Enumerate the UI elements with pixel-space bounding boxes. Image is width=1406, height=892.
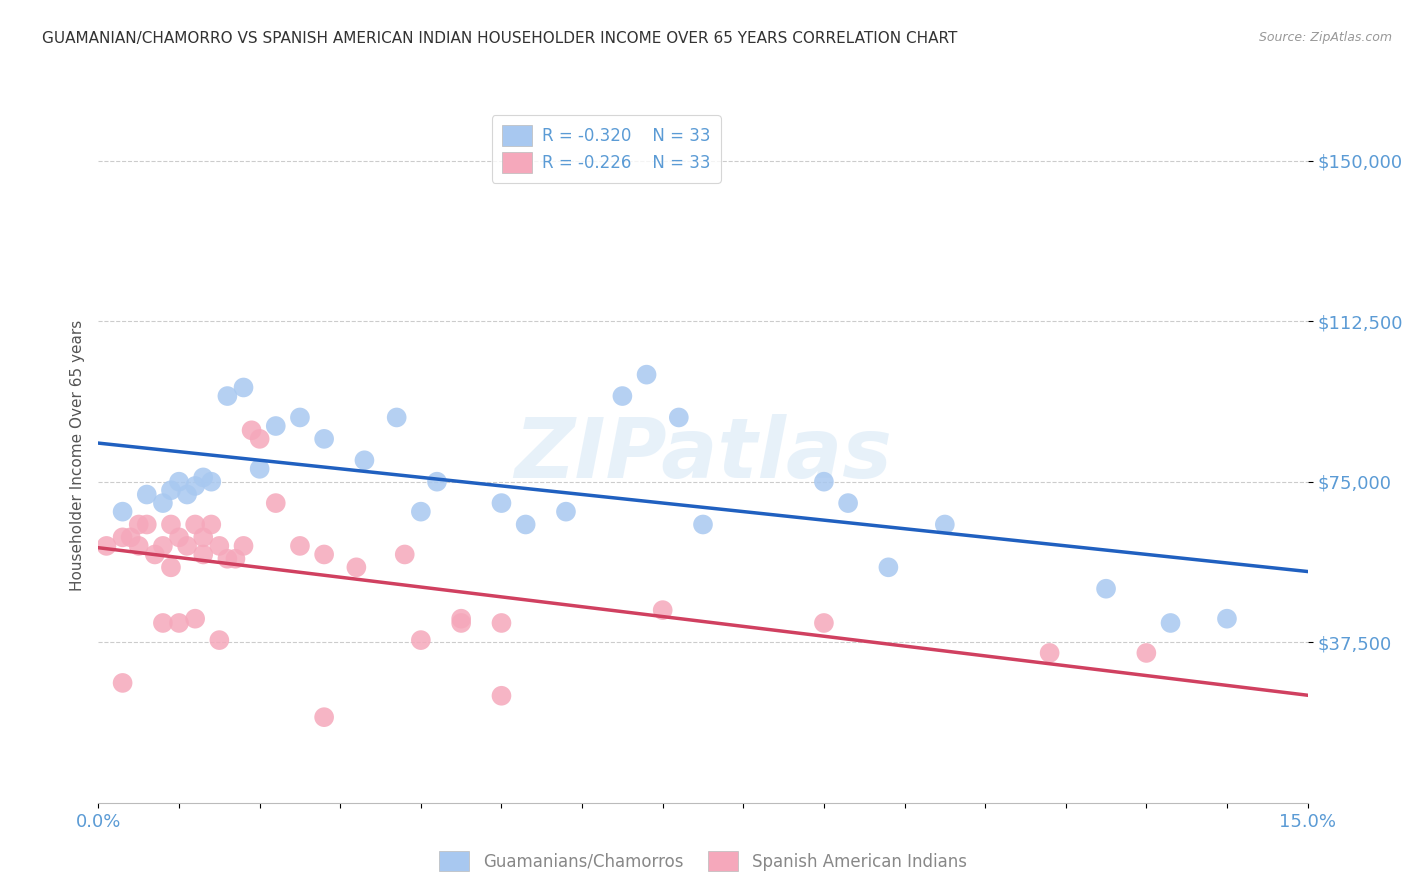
Point [200,517,222,532]
Point [314,710,336,724]
Point [208,633,231,648]
Point [394,548,416,562]
Point [152,615,174,630]
Point [128,517,150,532]
Point [668,410,690,425]
Point [344,560,367,574]
Point [314,432,336,446]
Point [385,410,408,425]
Point [249,432,271,446]
Point [249,462,271,476]
Point [314,548,336,562]
Point [193,548,215,562]
Text: GUAMANIAN/CHAMORRO VS SPANISH AMERICAN INDIAN HOUSEHOLDER INCOME OVER 65 YEARS C: GUAMANIAN/CHAMORRO VS SPANISH AMERICAN I… [42,31,957,46]
Point [409,505,432,519]
Point [232,539,254,553]
Point [651,603,673,617]
Point [837,496,859,510]
Point [450,615,472,630]
Point [184,517,207,532]
Point [160,517,183,532]
Point [208,539,231,553]
Point [612,389,634,403]
Point [160,560,183,574]
Point [1095,582,1118,596]
Point [217,389,239,403]
Point [491,689,513,703]
Legend: Guamanians/Chamorros, Spanish American Indians: Guamanians/Chamorros, Spanish American I… [433,845,973,878]
Point [409,633,432,648]
Point [1135,646,1157,660]
Point [217,551,239,566]
Point [135,487,157,501]
Point [193,530,215,544]
Point [143,548,166,562]
Point [426,475,449,489]
Point [176,487,198,501]
Point [184,612,207,626]
Point [934,517,956,532]
Point [636,368,658,382]
Point [120,530,142,544]
Point [813,615,835,630]
Text: ZIPatlas: ZIPatlas [515,415,891,495]
Point [240,423,263,437]
Point [555,505,578,519]
Point [1216,612,1239,626]
Point [167,475,190,489]
Point [200,475,222,489]
Point [135,517,157,532]
Point [232,380,254,394]
Point [813,475,835,489]
Point [692,517,714,532]
Point [111,530,134,544]
Point [184,479,207,493]
Point [96,539,118,553]
Point [288,539,311,553]
Point [152,539,174,553]
Point [1039,646,1062,660]
Point [1160,615,1182,630]
Point [152,496,174,510]
Point [491,615,513,630]
Y-axis label: Householder Income Over 65 years: Householder Income Over 65 years [69,319,84,591]
Point [288,410,311,425]
Point [515,517,537,532]
Point [111,676,134,690]
Point [264,419,287,434]
Text: Source: ZipAtlas.com: Source: ZipAtlas.com [1258,31,1392,45]
Point [264,496,287,510]
Point [176,539,198,553]
Point [224,551,246,566]
Point [111,505,134,519]
Point [450,612,472,626]
Point [128,539,150,553]
Point [160,483,183,498]
Point [491,496,513,510]
Point [167,530,190,544]
Point [193,470,215,484]
Point [167,615,190,630]
Point [877,560,900,574]
Point [353,453,375,467]
